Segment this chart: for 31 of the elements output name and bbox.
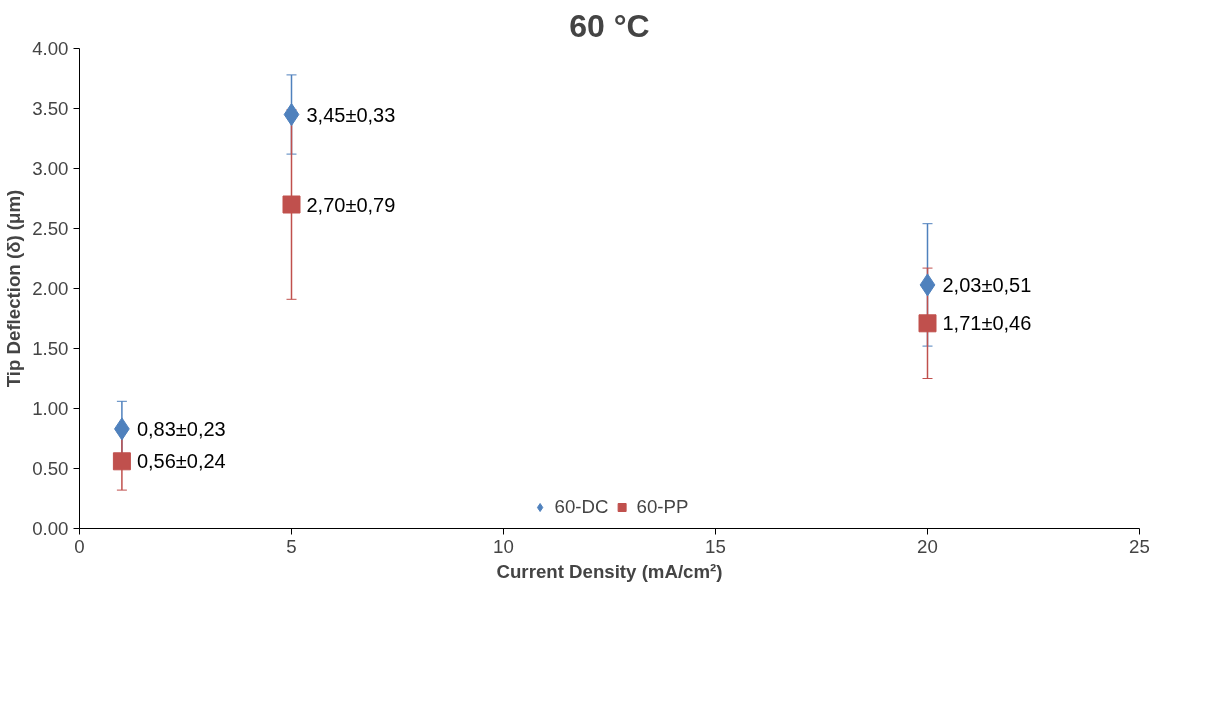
point [918, 314, 937, 333]
y-tick-label: 0.50 [32, 458, 69, 479]
legend-label: 60-PP [636, 496, 689, 518]
point [283, 103, 300, 126]
data-label: 2,70±0,79 [306, 193, 396, 216]
x-tick-label: 5 [286, 535, 297, 557]
x-tick-label: 25 [1129, 535, 1150, 557]
chart-title: 60 °C [569, 7, 650, 44]
point [282, 195, 301, 214]
data-label: 0,56±0,24 [136, 450, 226, 473]
point [919, 273, 936, 297]
x-tick-label: 0 [74, 535, 85, 557]
x-tick-label: 10 [493, 535, 514, 557]
x-tick-label: 20 [917, 535, 938, 557]
x-axis-title: Current Density (mA/cm²) [496, 560, 723, 582]
x-tick-label: 15 [705, 535, 726, 557]
y-tick-label: 3.50 [32, 98, 69, 119]
y-tick-label: 0.00 [32, 518, 69, 539]
y-tick-label: 2.50 [32, 218, 69, 239]
point [112, 452, 131, 471]
y-tick-label: 1.00 [32, 398, 69, 419]
data-label: 1,71±0,46 [942, 312, 1032, 335]
y-tick-label: 4.00 [32, 38, 69, 59]
legend-label: 60-DC [554, 496, 609, 518]
y-tick-label: 3.00 [32, 158, 69, 179]
y-tick-label: 1.50 [32, 338, 69, 359]
data-label: 0,83±0,23 [136, 417, 226, 440]
data-label: 3,45±0,33 [306, 103, 396, 126]
y-tick-label: 2.00 [32, 278, 69, 299]
y-axis-title: Tip Deflection (δ) (μm) [3, 189, 25, 388]
data-label: 2,03±0,51 [942, 273, 1032, 296]
